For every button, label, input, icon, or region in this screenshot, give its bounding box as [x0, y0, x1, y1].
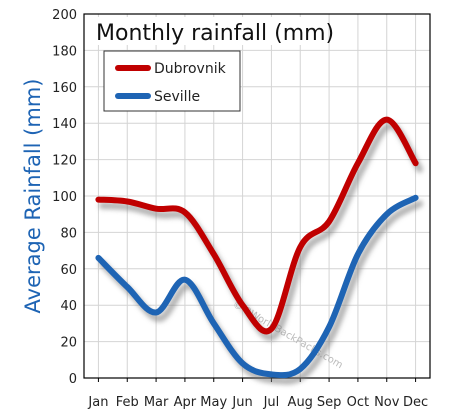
legend-label-dubrovnik: Dubrovnik: [154, 61, 227, 77]
y-tick-label: 100: [52, 190, 77, 205]
data-point-dubrovnik: [270, 328, 272, 330]
data-point-seville: [299, 368, 301, 370]
data-point-seville: [155, 312, 157, 314]
y-tick-label: 60: [60, 263, 77, 278]
y-axis: 0 20 40 60 80 100 120 140 160 180 200: [52, 8, 77, 387]
x-tick-label: Apr: [174, 395, 197, 410]
data-point-dubrovnik: [357, 162, 359, 164]
series-line-seville: [95, 194, 419, 379]
x-tick-label: Dec: [403, 395, 428, 410]
data-point-seville: [328, 326, 330, 328]
x-tick-label: Jun: [231, 395, 252, 410]
series-shadow-dubrovnik: [98, 122, 424, 341]
data-point-seville: [386, 213, 388, 215]
y-tick-label: 180: [52, 44, 77, 59]
y-tick-label: 160: [52, 81, 77, 96]
data-point-dubrovnik: [155, 208, 157, 210]
x-tick-label: Feb: [116, 395, 139, 410]
series-line-dubrovnik: [95, 116, 419, 335]
data-point-seville: [97, 257, 99, 259]
x-axis: Jan Feb Mar Apr May Jun Jul Aug Sep Oct Nov Dec: [87, 378, 428, 410]
data-point-seville: [357, 253, 359, 255]
y-tick-label: 0: [69, 372, 77, 387]
x-tick-label: Aug: [288, 395, 313, 410]
y-tick-label: 40: [60, 299, 77, 314]
x-tick-label: Oct: [347, 395, 369, 410]
y-tick-label: 80: [60, 226, 77, 241]
title-box: [90, 17, 320, 45]
x-tick-label: Sep: [317, 395, 342, 410]
data-point-seville: [184, 279, 186, 281]
data-point-seville: [126, 286, 128, 288]
series-shadows: [98, 122, 424, 385]
legend: Dubrovnik Seville: [103, 50, 241, 112]
data-point-dubrovnik: [328, 221, 330, 223]
y-tick-label: 200: [52, 8, 77, 23]
data-point-dubrovnik: [213, 253, 215, 255]
y-tick-label: 140: [52, 117, 77, 132]
data-point-dubrovnik: [386, 119, 388, 121]
x-tick-label: Jan: [87, 395, 108, 410]
data-point-seville: [270, 373, 272, 375]
data-point-seville: [242, 362, 244, 364]
x-tick-label: Mar: [144, 395, 169, 410]
data-point-dubrovnik: [97, 199, 99, 201]
legend-label-seville: Seville: [154, 89, 200, 105]
data-point-dubrovnik: [299, 246, 301, 248]
data-point-dubrovnik: [126, 201, 128, 203]
chart-title: Monthly rainfall (mm): [96, 21, 334, 46]
x-tick-label: Nov: [374, 395, 400, 410]
y-axis-label: Average Rainfall (mm): [21, 79, 45, 314]
data-point-seville: [213, 322, 215, 324]
series-lines: [95, 116, 419, 379]
y-tick-label: 120: [52, 154, 77, 169]
series-shadow-seville: [98, 200, 424, 385]
x-tick-label: May: [200, 395, 227, 410]
legend-box: [103, 50, 241, 112]
x-tick-label: Jul: [263, 395, 280, 410]
data-point-dubrovnik: [184, 211, 186, 213]
data-point-dubrovnik: [415, 162, 417, 164]
data-point-seville: [415, 197, 417, 199]
y-tick-label: 20: [60, 336, 77, 351]
data-point-dubrovnik: [242, 304, 244, 306]
